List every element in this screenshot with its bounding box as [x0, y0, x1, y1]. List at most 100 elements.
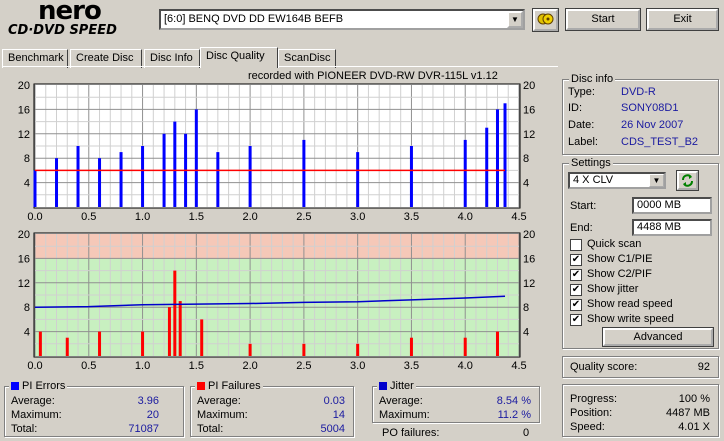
x-tick-label: 3.5: [404, 211, 419, 223]
series-line: [34, 295, 506, 308]
disc-refresh-icon: [537, 13, 554, 25]
x-tick-label: 0.5: [81, 360, 96, 372]
tab-create-disc[interactable]: Create Disc: [70, 49, 142, 68]
bar: [65, 337, 69, 356]
pi-failures-y-axis-right: 20 16 12 8 4: [523, 229, 535, 339]
x-tick-label: 0.0: [27, 211, 42, 223]
pi-errors-y-axis-left: 20 16 12 8 4: [18, 80, 30, 190]
recorded-with-label: recorded with PIONEER DVD-RW DVR-115L v1…: [248, 70, 498, 82]
disc-type-value: DVD-R: [621, 86, 656, 98]
disc-label-label: Label:: [568, 136, 598, 148]
disc-date-label: Date:: [568, 119, 595, 131]
end-mb-input[interactable]: 4488 MB: [632, 219, 712, 236]
speed-select[interactable]: 4 X CLV ▼: [568, 172, 666, 189]
pi-errors-total-label: Total:: [11, 423, 38, 435]
show-write-speed-checkbox[interactable]: ✔ Show write speed: [570, 313, 720, 327]
jitter-title: Jitter: [377, 380, 416, 392]
start-mb-input[interactable]: 0000 MB: [632, 197, 712, 214]
x-tick-label: 4.0: [458, 211, 473, 223]
tab-disc-info[interactable]: Disc Info: [144, 49, 200, 68]
pi-failures-total-value: 5004: [320, 423, 345, 435]
bar: [76, 146, 80, 207]
start-button[interactable]: Start: [565, 8, 641, 31]
checkbox-label: Show C1/PIE: [587, 253, 653, 265]
show-jitter-checkbox[interactable]: ✔ Show jitter: [570, 283, 720, 297]
disc-quality-panel: [2, 66, 558, 376]
disc-id-value: SONY08D1: [621, 102, 679, 114]
progress-label: Progress:: [570, 393, 618, 405]
jitter-legend-icon: [379, 382, 387, 390]
y-tick-label-right: 4: [523, 327, 529, 339]
bar: [173, 270, 177, 356]
show-c2-pif-checkbox[interactable]: ✔ Show C2/PIF: [570, 268, 720, 282]
drive-select-value: [6:0] BENQ DVD DD EW164B BEFB: [164, 13, 344, 25]
speed-refresh-button[interactable]: [676, 170, 699, 191]
pi-failures-total-label: Total:: [197, 423, 224, 435]
position-value: 4487 MB: [665, 407, 710, 419]
pi-failures-x-axis: 0.0 0.5 1.0 1.5 2.0 2.5 3.0 3.5 4.0 4.5: [27, 360, 526, 372]
show-c1-pie-checkbox[interactable]: ✔ Show C1/PIE: [570, 253, 720, 267]
tab-benchmark[interactable]: Benchmark: [2, 49, 68, 68]
progress-group: Progress: 100 % Position: 4487 MB Speed:…: [562, 384, 719, 437]
quality-charts: 20 16 12 8 4 20 16 12 8 4 0.0 0.5 1.0 1.5 2.0 2.5 3.0 3…: [18, 80, 536, 372]
x-tick-label: 1.5: [189, 360, 204, 372]
bar: [463, 139, 467, 207]
bar: [119, 152, 123, 207]
quality-score-value: 92: [697, 361, 710, 373]
jitter-average-label: Average:: [379, 395, 423, 407]
checkbox-label: Show C2/PIF: [587, 268, 652, 280]
pi-errors-maximum-value: 20: [146, 409, 159, 421]
po-failures-label: PO failures:: [382, 427, 440, 439]
drive-refresh-button[interactable]: [532, 8, 559, 32]
jitter-stats: Jitter Average: 8.54 % Maximum: 11.2 %: [372, 380, 540, 423]
tab-scandisc[interactable]: ScanDisc: [278, 49, 336, 68]
y-tick-label-left: 12: [18, 129, 30, 141]
x-tick-label: 2.0: [242, 211, 257, 223]
show-read-speed-checkbox[interactable]: ✔ Show read speed: [570, 298, 720, 312]
bar: [356, 152, 360, 207]
refresh-icon: [682, 174, 693, 187]
chevron-down-icon[interactable]: ▼: [507, 11, 523, 28]
tab-disc-quality[interactable]: Disc Quality: [200, 47, 278, 68]
y-tick-label-left: 4: [24, 327, 30, 339]
bar: [248, 146, 252, 207]
pi-errors-y-axis-right: 20 16 12 8 4: [523, 80, 535, 190]
pi-failures-chart: 20 16 12 8 4 20 16 12 8 4 0.0 0.5 1.0 1.5 2.0 2.5 3.0 3…: [18, 229, 536, 372]
pi-errors-x-axis: 0.0 0.5 1.0 1.5 2.0 2.5 3.0 3.5 4.0 4.5: [27, 211, 526, 223]
bar: [463, 337, 467, 356]
quality-score-box: Quality score: 92: [562, 356, 719, 378]
y-tick-label-right: 8: [523, 153, 529, 165]
disc-type-label: Type:: [568, 86, 595, 98]
bar: [173, 121, 177, 207]
y-tick-label-right: 16: [523, 104, 535, 116]
y-tick-label-right: 12: [523, 278, 535, 290]
bar: [194, 109, 198, 207]
chevron-down-icon[interactable]: ▼: [649, 174, 664, 187]
x-tick-label: 1.0: [135, 360, 150, 372]
y-tick-label-right: 12: [523, 129, 535, 141]
quick-scan-checkbox[interactable]: Quick scan: [570, 238, 720, 252]
advanced-button[interactable]: Advanced: [602, 327, 714, 347]
bar: [33, 170, 37, 207]
x-tick-label: 4.0: [458, 360, 473, 372]
jitter-line: [34, 295, 506, 308]
exit-button[interactable]: Exit: [646, 8, 719, 31]
y-tick-label-left: 20: [18, 80, 30, 92]
bar: [98, 158, 102, 207]
x-tick-label: 0.5: [81, 211, 96, 223]
y-tick-label-right: 16: [523, 253, 535, 265]
bar: [356, 343, 360, 356]
pi-failures-y-axis-left: 20 16 12 8 4: [18, 229, 30, 339]
bar: [141, 331, 145, 356]
jitter-maximum-value: 11.2 %: [497, 409, 531, 421]
y-tick-label-left: 20: [18, 229, 30, 241]
drive-select[interactable]: [6:0] BENQ DVD DD EW164B BEFB ▼: [159, 9, 525, 30]
bar: [178, 301, 182, 356]
checkbox-box: ✔: [570, 284, 582, 296]
x-tick-label: 3.5: [404, 360, 419, 372]
x-tick-label: 2.0: [242, 360, 257, 372]
pi-errors-maximum-label: Maximum:: [11, 409, 62, 421]
nero-logo: nero CD·DVD SPEED: [8, 0, 148, 40]
disc-label-value: CDS_TEST_B2: [621, 136, 699, 148]
disc-date-value: 26 Nov 2007: [621, 119, 684, 131]
